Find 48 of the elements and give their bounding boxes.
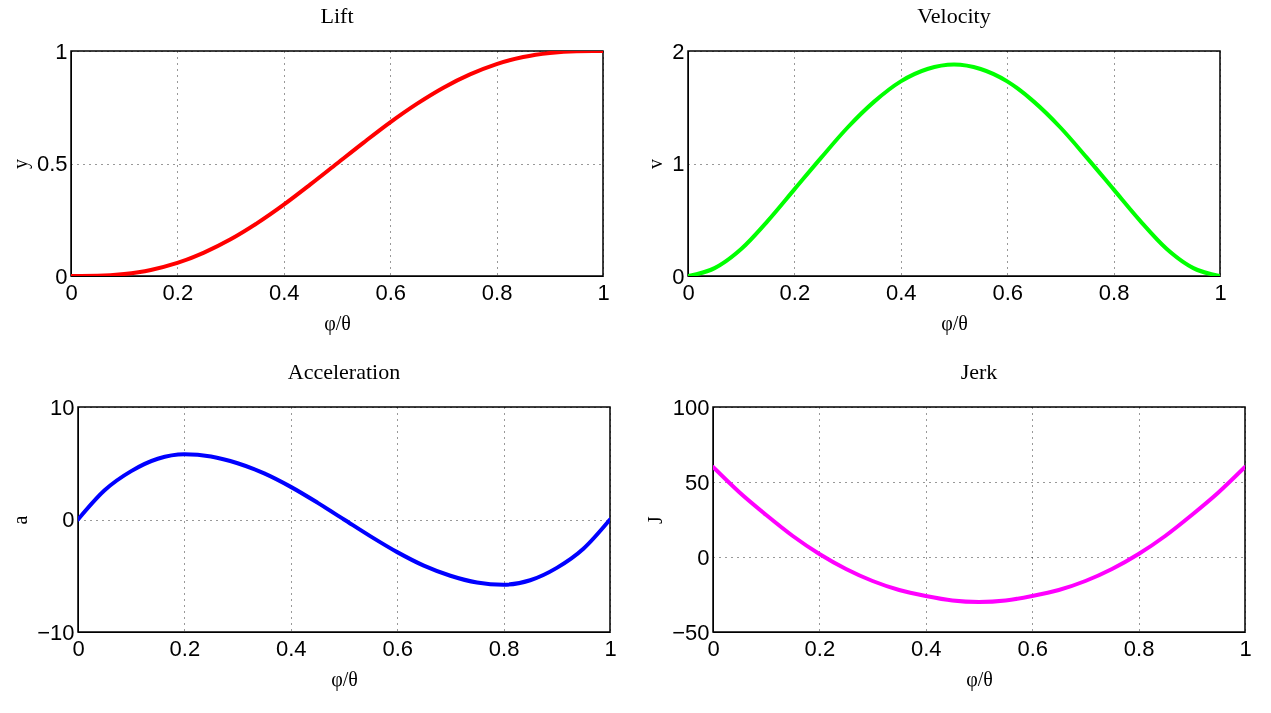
- y-tick-label: 0.5: [36, 151, 68, 176]
- x-axis-title: φ/θ: [324, 311, 351, 335]
- y-tick-label: 50: [685, 469, 710, 495]
- y-tick-label: 0: [62, 507, 75, 532]
- x-tick-label: 0.4: [269, 279, 300, 305]
- x-tick-label: 0.6: [992, 279, 1023, 305]
- x-axis-title: φ/θ: [941, 311, 968, 335]
- x-tick-label: 0.6: [382, 635, 413, 661]
- x-tick-label: 0.2: [779, 279, 811, 305]
- line-series: [71, 51, 603, 276]
- y-axis-title: y: [8, 159, 32, 169]
- y-tick-label: 10: [50, 394, 75, 420]
- x-axis-title: φ/θ: [331, 667, 358, 691]
- y-tick-label: 1: [55, 38, 68, 64]
- x-axis-title: φ/θ: [966, 667, 993, 691]
- y-tick-label: −10: [37, 619, 75, 645]
- x-tick-label: 0.2: [169, 635, 201, 661]
- x-tick-label: 1: [604, 635, 617, 661]
- y-tick-label: 0: [697, 544, 710, 570]
- x-tick-label: 1: [1214, 279, 1227, 305]
- y-axis-title: v: [644, 159, 667, 169]
- chart-title: Velocity: [917, 3, 991, 28]
- x-tick-label: 0.6: [375, 279, 406, 305]
- y-tick-label: 2: [672, 38, 685, 64]
- x-tick-label: 0.4: [911, 635, 942, 661]
- y-axis-title: J: [644, 515, 667, 524]
- chart-title: Jerk: [960, 359, 998, 384]
- x-tick-label: 1: [597, 279, 610, 305]
- y-tick-label: 0: [672, 263, 685, 289]
- x-tick-label: 0.4: [276, 635, 307, 661]
- x-tick-label: 0.8: [1098, 279, 1130, 305]
- x-tick-label: 0.2: [162, 279, 194, 305]
- y-tick-label: 100: [672, 394, 710, 420]
- line-series: [78, 452, 610, 587]
- chart-title: Acceleration: [287, 359, 401, 384]
- x-tick-label: 0.8: [481, 279, 513, 305]
- chart-title: Lift: [320, 3, 354, 28]
- y-axis-title: a: [9, 515, 32, 525]
- y-tick-label: 0: [55, 263, 68, 289]
- x-tick-label: 0.4: [886, 279, 917, 305]
- line-series: [713, 465, 1245, 604]
- x-tick-label: 0.8: [488, 635, 520, 661]
- x-tick-label: 0.8: [1123, 635, 1155, 661]
- y-tick-label: −50: [672, 619, 710, 645]
- x-tick-label: 0.2: [804, 635, 836, 661]
- x-tick-label: 0.6: [1017, 635, 1048, 661]
- x-tick-label: 1: [1239, 635, 1252, 661]
- y-tick-label: 1: [672, 151, 685, 176]
